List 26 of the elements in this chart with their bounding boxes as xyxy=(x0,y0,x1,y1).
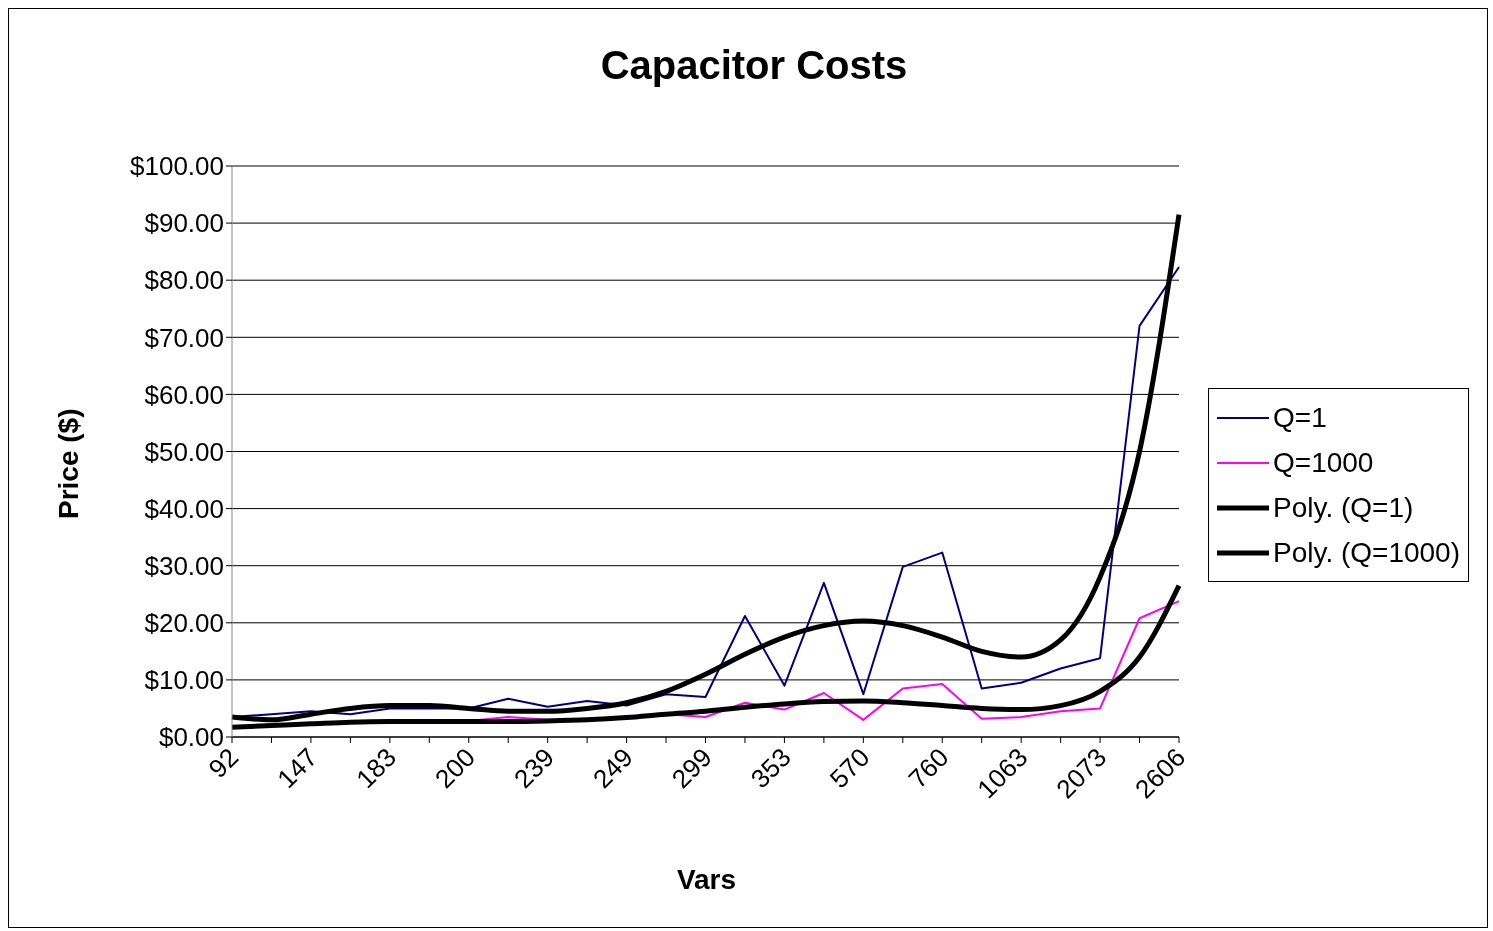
legend-label: Q=1000 xyxy=(1273,446,1374,479)
chart-title: Capacitor Costs xyxy=(599,43,909,88)
y-tick-label: $20.00 xyxy=(144,608,224,639)
y-tick-label: $40.00 xyxy=(144,493,224,524)
x-axis-title: Vars xyxy=(675,864,738,896)
x-tick-label: 239 xyxy=(508,742,560,794)
x-tick-label: 299 xyxy=(665,742,718,794)
legend-label: Q=1 xyxy=(1273,401,1327,434)
legend-label: Poly. (Q=1000) xyxy=(1273,536,1461,569)
y-tick-label: $50.00 xyxy=(144,436,224,467)
y-axis-title: Price ($) xyxy=(53,408,85,519)
y-tick-label: $10.00 xyxy=(144,665,224,696)
y-tick-label: $30.00 xyxy=(144,550,224,581)
x-tick-label: 183 xyxy=(350,742,403,794)
y-tick-label: $100.00 xyxy=(130,151,224,182)
x-tick-label: 249 xyxy=(586,742,639,794)
y-tick-label: $80.00 xyxy=(144,265,224,296)
y-tick-label: $90.00 xyxy=(144,208,224,239)
x-tick-label: 147 xyxy=(271,742,324,794)
x-tick-label: 200 xyxy=(429,742,481,794)
x-tick-label: 570 xyxy=(823,742,876,794)
x-tick-label: 760 xyxy=(902,742,955,794)
legend-label: Poly. (Q=1) xyxy=(1273,491,1414,524)
x-tick-label: 353 xyxy=(744,742,797,794)
y-tick-label: $60.00 xyxy=(144,379,224,410)
y-tick-label: $70.00 xyxy=(144,322,224,353)
